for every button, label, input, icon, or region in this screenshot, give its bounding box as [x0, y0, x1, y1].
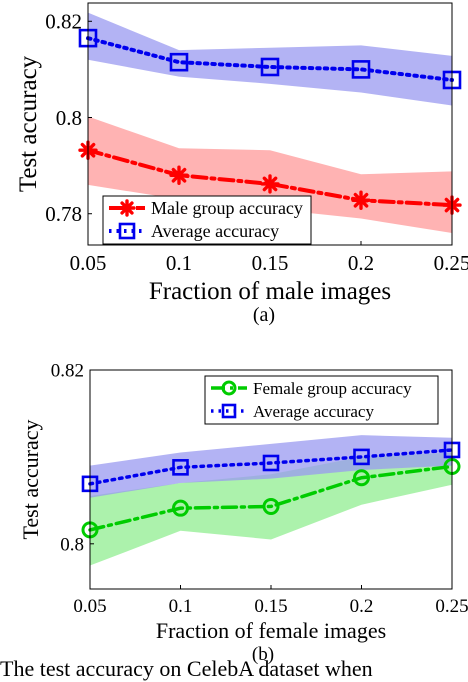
- series-line: [86, 36, 454, 82]
- legend-label: Male group accuracy: [151, 198, 303, 218]
- legend-marker: [118, 222, 136, 240]
- x-tick-label: 0.2: [348, 251, 374, 275]
- x-tick-label: 0.1: [166, 251, 192, 275]
- data-point: [172, 459, 189, 476]
- legend-marker: [118, 199, 136, 217]
- data-point: [262, 497, 280, 515]
- y-tick-label: 0.78: [45, 202, 82, 226]
- y-tick-label: 0.8: [60, 534, 84, 555]
- panel-a: 0.05 0.1 0.15 0.2 0.25 0.78 0.8 0.82 Fraction of…: [15, 2, 468, 326]
- data-point: [169, 52, 189, 72]
- data-point: [172, 499, 189, 517]
- x-axis-label: Fraction of male images: [149, 278, 391, 305]
- legend-label: Average accuracy: [253, 402, 374, 421]
- x-tick-label: 0.15: [254, 596, 287, 617]
- x-tick-label: 0.15: [252, 251, 289, 275]
- legend-label: Female group accuracy: [253, 379, 412, 398]
- y-tick-label: 0.8: [56, 106, 82, 130]
- data-point: [169, 165, 189, 185]
- y-axis-label: Test accuracy: [18, 420, 43, 540]
- panel-label: (b): [252, 644, 274, 665]
- data-point: [353, 469, 370, 487]
- legend-marker: [221, 403, 237, 419]
- series-line: [88, 448, 454, 486]
- data-point: [260, 174, 280, 194]
- series-line: [88, 464, 454, 532]
- x-tick-label: 0.25: [434, 251, 468, 275]
- legend-marker: [221, 380, 237, 396]
- x-tick-label: 0.05: [70, 251, 107, 275]
- legend-label: Average accuracy: [151, 221, 279, 241]
- data-point: [351, 190, 371, 210]
- data-point: [351, 60, 371, 79]
- caption-fragment: The test accuracy on CelebA dataset when: [0, 656, 373, 681]
- x-tick-label: 0.05: [73, 596, 106, 617]
- legend-box: [102, 195, 312, 245]
- confidence-band: [90, 452, 452, 566]
- y-tick-label: 0.82: [51, 361, 84, 382]
- panel-label: (a): [253, 304, 275, 326]
- panel-b: 0.05 0.1 0.15 0.2 0.25 0.8 0.82 Fraction of fem…: [18, 361, 468, 665]
- x-tick-label: 0.2: [350, 596, 374, 617]
- data-point: [260, 57, 280, 77]
- data-point: [262, 454, 280, 472]
- y-tick-label: 0.82: [45, 10, 82, 34]
- x-tick-label: 0.1: [169, 596, 193, 617]
- x-tick-label: 0.25: [435, 596, 468, 617]
- legend-box: [204, 375, 439, 425]
- data-point: [353, 448, 370, 466]
- y-axis-label: Test accuracy: [15, 55, 42, 192]
- x-axis-label: Fraction of female images: [156, 618, 386, 643]
